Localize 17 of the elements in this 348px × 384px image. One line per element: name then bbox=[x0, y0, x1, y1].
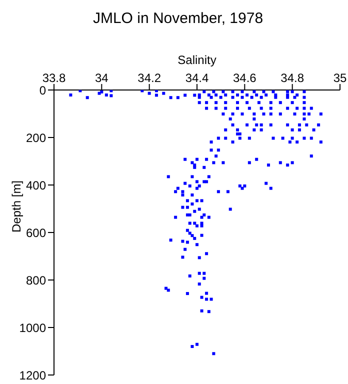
y-tick-label: 800 bbox=[26, 273, 46, 288]
x-tick-label: 34.8 bbox=[280, 71, 304, 85]
x-tick-label: 34 bbox=[94, 71, 109, 85]
x-tick-label: 34.2 bbox=[138, 71, 162, 85]
y-tick-label: 600 bbox=[26, 226, 46, 240]
chart-title: JMLO in November, 1978 bbox=[92, 10, 264, 27]
y-tick-label: 200 bbox=[26, 130, 46, 145]
x-tick-label: 35 bbox=[333, 71, 347, 85]
y-tick-label: 0 bbox=[39, 83, 46, 98]
y-tick-label: 400 bbox=[26, 178, 46, 192]
x-tick-label: 33.8 bbox=[42, 71, 66, 85]
x-axis-title: Salinity bbox=[178, 53, 216, 67]
x-tick-label: 34.4 bbox=[185, 71, 209, 85]
y-tick-label: 1200 bbox=[19, 368, 46, 382]
y-axis-title: Depth [m] bbox=[9, 180, 24, 232]
y-tick-label: 1000 bbox=[19, 320, 46, 335]
x-tick-label: 34.6 bbox=[232, 71, 257, 85]
